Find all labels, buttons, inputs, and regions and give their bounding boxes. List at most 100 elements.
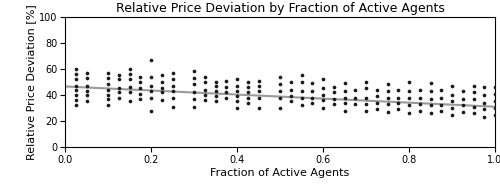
Point <box>201 88 209 91</box>
Point <box>340 96 348 99</box>
Point <box>233 100 241 103</box>
Point <box>276 107 284 109</box>
Title: Relative Price Deviation by Fraction of Active Agents: Relative Price Deviation by Fraction of … <box>116 2 444 15</box>
Point <box>448 84 456 87</box>
Point <box>373 101 381 104</box>
Point <box>491 100 499 103</box>
Point <box>147 84 155 87</box>
Point <box>276 90 284 93</box>
Point <box>212 84 220 87</box>
Point <box>308 101 316 104</box>
Point <box>373 108 381 111</box>
Point <box>158 91 166 94</box>
Point <box>72 84 80 87</box>
Point <box>426 82 434 85</box>
Point <box>72 67 80 70</box>
Point <box>82 71 90 74</box>
Point <box>82 90 90 93</box>
Point <box>330 103 338 106</box>
Point <box>437 109 446 112</box>
Point <box>115 91 123 94</box>
Point <box>147 75 155 78</box>
Point <box>362 109 370 112</box>
Point <box>308 82 316 85</box>
Point <box>136 87 144 90</box>
Point <box>319 107 327 109</box>
Point <box>384 83 392 86</box>
Point <box>491 113 499 116</box>
Point <box>405 104 413 107</box>
Point <box>448 107 456 109</box>
Point <box>126 86 134 89</box>
Point <box>340 82 348 85</box>
Point <box>384 90 392 93</box>
Point <box>437 88 446 91</box>
Point <box>190 77 198 79</box>
Point <box>168 78 176 81</box>
Point <box>104 97 112 100</box>
Point <box>115 87 123 90</box>
Point <box>233 84 241 87</box>
Point <box>158 87 166 90</box>
Point <box>136 80 144 83</box>
Point <box>405 96 413 99</box>
Point <box>448 113 456 116</box>
Point <box>104 93 112 96</box>
Point <box>298 74 306 77</box>
Point <box>480 116 488 119</box>
Point <box>394 88 402 91</box>
Point <box>72 99 80 102</box>
Point <box>82 93 90 96</box>
Point <box>351 96 359 99</box>
Point <box>190 91 198 94</box>
Point <box>233 107 241 109</box>
Y-axis label: Relative Price Deviation [%]: Relative Price Deviation [%] <box>26 4 36 160</box>
Point <box>254 107 262 109</box>
Point <box>319 93 327 96</box>
Point <box>480 101 488 104</box>
Point <box>126 78 134 81</box>
Point <box>147 109 155 112</box>
Point <box>244 91 252 94</box>
Point <box>158 99 166 102</box>
Point <box>147 96 155 99</box>
Point <box>212 80 220 83</box>
Point <box>362 87 370 90</box>
Point <box>480 86 488 89</box>
Point <box>459 110 467 113</box>
Point <box>168 96 176 99</box>
Point <box>298 96 306 99</box>
Point <box>340 90 348 93</box>
Point <box>82 84 90 87</box>
Point <box>394 96 402 99</box>
Point <box>394 101 402 104</box>
Point <box>212 95 220 98</box>
Point <box>416 88 424 91</box>
Point <box>136 97 144 100</box>
Point <box>416 96 424 99</box>
Point <box>298 104 306 107</box>
Point <box>330 97 338 100</box>
Point <box>340 101 348 104</box>
Point <box>233 90 241 93</box>
Point <box>72 88 80 91</box>
Point <box>126 100 134 103</box>
Point <box>126 72 134 75</box>
Point <box>276 96 284 99</box>
Point <box>212 90 220 93</box>
Point <box>405 90 413 93</box>
Point <box>426 112 434 115</box>
Point <box>254 79 262 82</box>
Point <box>480 108 488 111</box>
Point <box>158 80 166 83</box>
Point <box>244 86 252 89</box>
Point <box>244 101 252 104</box>
X-axis label: Fraction of Active Agents: Fraction of Active Agents <box>210 168 350 178</box>
Point <box>190 70 198 73</box>
Point <box>126 91 134 94</box>
Point <box>222 91 230 94</box>
Point <box>147 90 155 93</box>
Point <box>394 108 402 111</box>
Point <box>222 96 230 99</box>
Point <box>168 90 176 93</box>
